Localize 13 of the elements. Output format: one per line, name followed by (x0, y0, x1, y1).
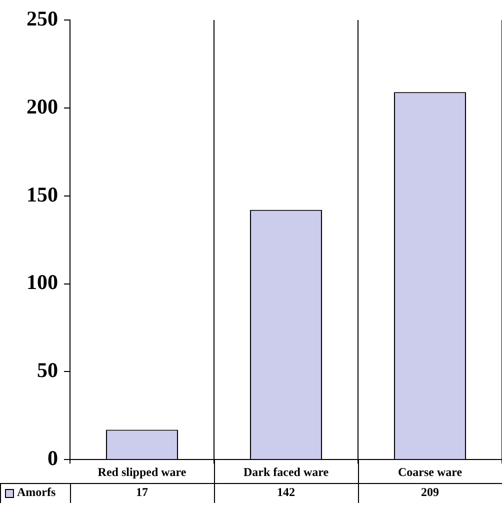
x-tick-label: Red slipped ware (98, 464, 187, 479)
y-tick-label: 100 (26, 270, 58, 294)
data-label: 209 (421, 485, 439, 500)
x-tick-label: Dark faced ware (243, 464, 330, 479)
x-tick-label: Coarse ware (398, 464, 463, 479)
data-label: 17 (136, 485, 148, 500)
y-tick-label: 0 (48, 446, 58, 470)
y-tick-label: 50 (37, 358, 58, 382)
y-tick-label: 250 (26, 6, 58, 30)
y-tick-label: 150 (26, 182, 58, 206)
legend-label: Amorfs (17, 485, 56, 500)
y-tick-label: 200 (26, 94, 58, 118)
data-label: 142 (277, 485, 295, 500)
